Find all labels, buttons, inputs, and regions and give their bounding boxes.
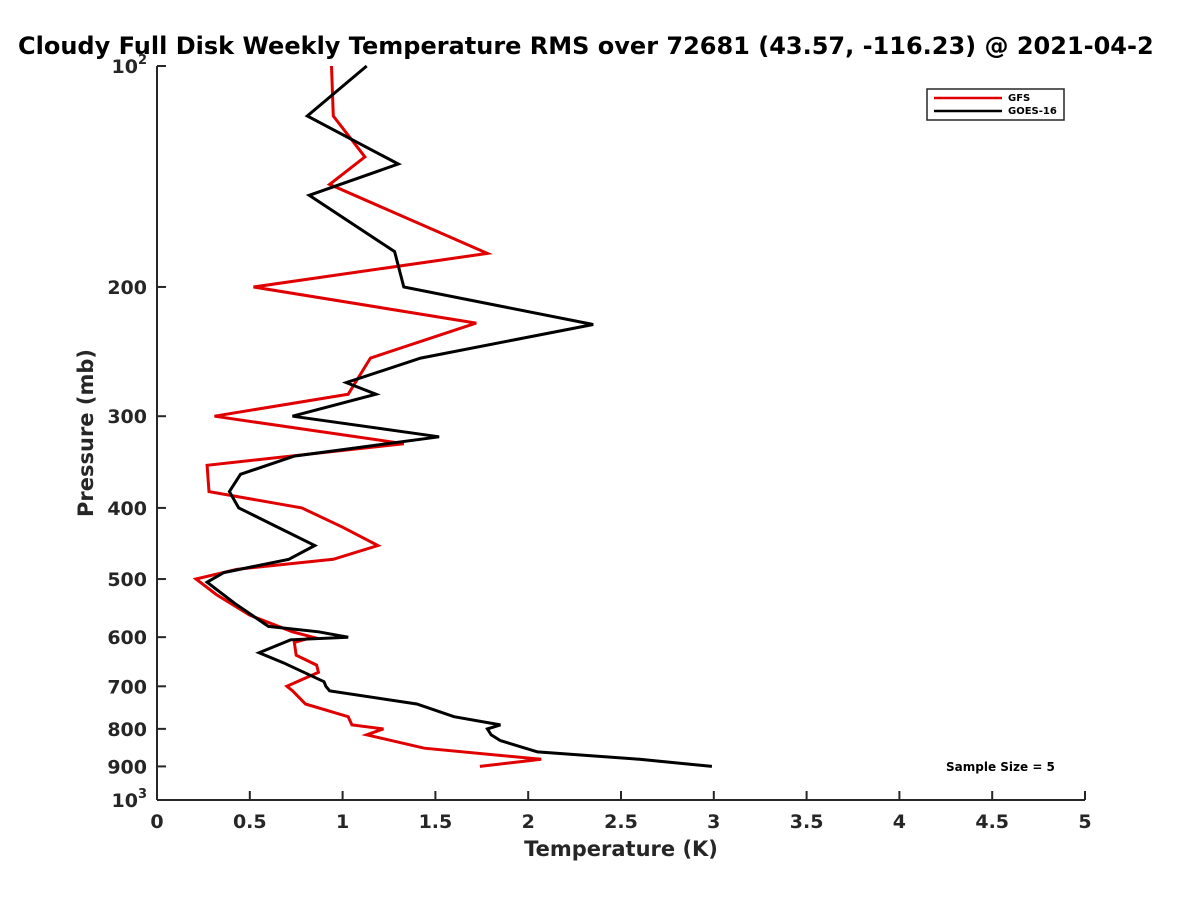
legend-label-goes16: GOES-16 <box>1008 106 1057 117</box>
y-axis-label: Pressure (mb) <box>74 349 98 517</box>
y-tick-label: 800 <box>107 719 147 741</box>
y-tick-label: 400 <box>107 498 147 520</box>
x-tick-label: 4.5 <box>975 811 1009 833</box>
x-tick-label: 2 <box>522 811 535 833</box>
legend-box <box>926 88 1065 121</box>
y-tick-label: 600 <box>107 627 147 649</box>
series-line-gfs <box>192 65 542 768</box>
sample-size-note: Sample Size = 5 <box>946 760 1055 774</box>
chart-title: Cloudy Full Disk Weekly Temperature RMS … <box>18 32 1154 60</box>
y-tick-label: 103 <box>112 787 148 812</box>
x-tick-label: 1 <box>336 811 349 833</box>
y-tick-label: 500 <box>107 569 147 591</box>
x-tick-label: 4 <box>893 811 906 833</box>
legend-label-gfs: GFS <box>1008 93 1030 104</box>
y-tick-label: 900 <box>107 756 147 778</box>
series-line-goes16 <box>204 64 713 768</box>
x-tick-label: 3 <box>707 811 720 833</box>
legend: GFS GOES-16 <box>926 88 1065 121</box>
x-tick-label: 0 <box>150 811 163 833</box>
y-tick-label: 102 <box>112 53 148 78</box>
x-axis-label: Temperature (K) <box>524 837 718 861</box>
series-lines <box>192 64 713 768</box>
x-tick-label: 2.5 <box>604 811 638 833</box>
x-axis-ticks: 0 0.5 1 1.5 2 2.5 3 3.5 4 4.5 5 <box>150 791 1092 833</box>
x-tick-label: 3.5 <box>790 811 824 833</box>
x-tick-label: 0.5 <box>233 811 267 833</box>
y-axis-ticks: 102 200 300 400 500 600 700 800 900 103 <box>107 53 166 812</box>
x-tick-label: 5 <box>1078 811 1091 833</box>
y-tick-label: 700 <box>107 676 147 698</box>
x-tick-label: 1.5 <box>419 811 453 833</box>
y-tick-label: 300 <box>107 406 147 428</box>
y-tick-label: 200 <box>107 277 147 299</box>
